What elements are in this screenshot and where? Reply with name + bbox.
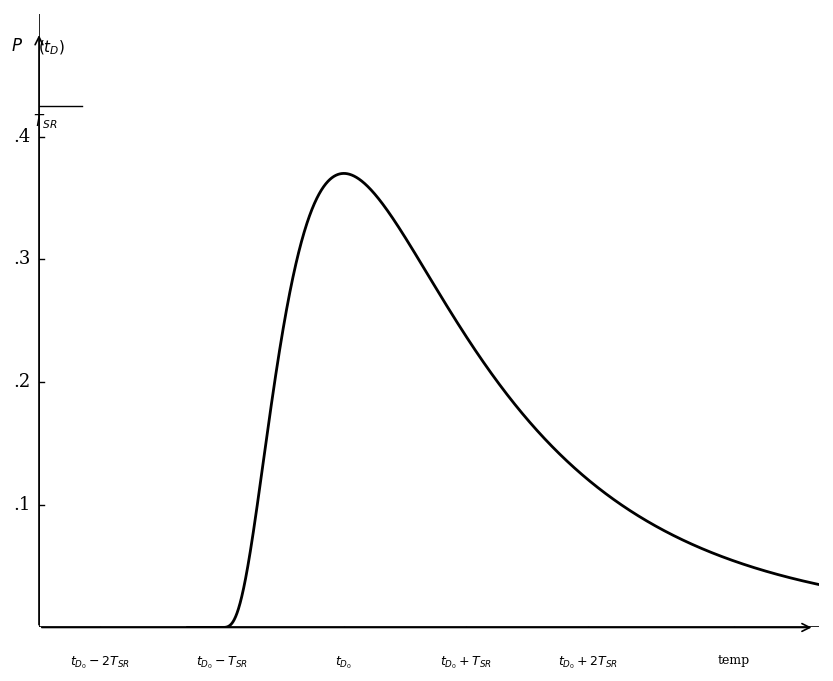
Text: $t_{D_0}$: $t_{D_0}$ — [335, 654, 352, 671]
Text: temp: temp — [718, 654, 750, 667]
Text: $t_{D_0}-T_{SR}$: $t_{D_0}-T_{SR}$ — [196, 654, 247, 671]
Text: $t_{D_0}-2T_{SR}$: $t_{D_0}-2T_{SR}$ — [70, 654, 130, 671]
Text: $t_{D_0}+2T_{SR}$: $t_{D_0}+2T_{SR}$ — [557, 654, 617, 671]
Text: $T_{SR}$: $T_{SR}$ — [32, 112, 57, 131]
Text: $t_{D_0}+T_{SR}$: $t_{D_0}+T_{SR}$ — [440, 654, 491, 671]
Text: .2: .2 — [13, 373, 31, 391]
Text: .3: .3 — [13, 251, 31, 268]
Text: $(t_D)$: $(t_D)$ — [37, 38, 65, 57]
Text: .4: .4 — [13, 127, 31, 146]
Text: .1: .1 — [13, 496, 31, 513]
Text: $P$: $P$ — [11, 38, 23, 55]
